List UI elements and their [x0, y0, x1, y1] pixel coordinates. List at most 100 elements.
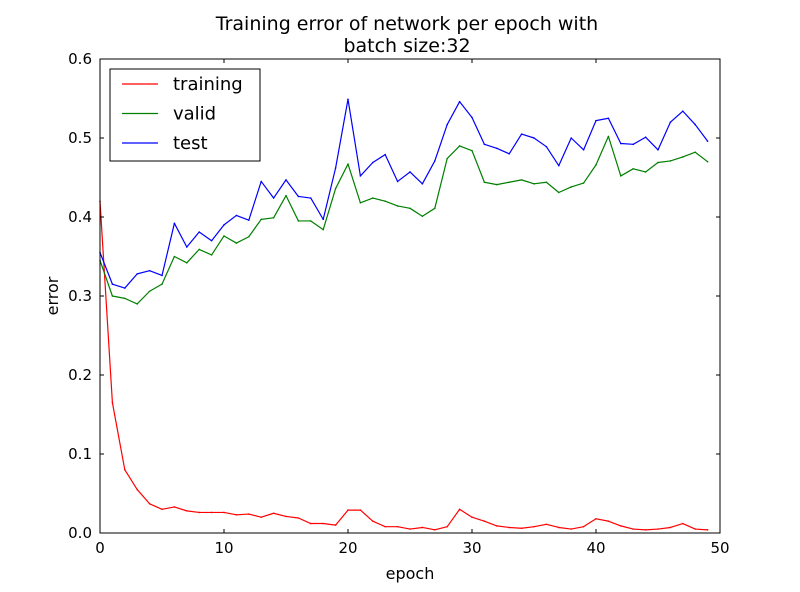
data-point-valid-28	[446, 157, 449, 160]
data-point-test-5	[161, 274, 163, 277]
data-point-training-31	[483, 520, 486, 522]
series-line-valid	[99, 135, 708, 305]
data-point-valid-15	[285, 194, 287, 197]
legend-label-training: training	[173, 74, 243, 95]
series-line-test	[99, 98, 709, 289]
y-axis-label: error	[43, 276, 62, 315]
data-point-test-49	[706, 140, 709, 142]
data-point-training-34	[520, 527, 523, 530]
x-axis-label: epoch	[386, 564, 435, 583]
data-point-training-8	[198, 511, 200, 514]
data-point-valid-20	[347, 163, 349, 165]
data-point-test-25	[409, 171, 411, 173]
data-point-training-27	[434, 529, 436, 531]
x-tick-label: 0	[95, 539, 105, 557]
data-point-valid-39	[582, 182, 585, 184]
data-point-test-20	[347, 98, 349, 101]
data-point-valid-44	[644, 171, 647, 173]
data-point-test-30	[471, 116, 473, 119]
data-point-valid-17	[310, 220, 312, 222]
data-point-valid-21	[359, 201, 362, 204]
data-point-valid-49	[706, 160, 709, 163]
data-point-valid-42	[620, 175, 622, 177]
data-point-training-42	[620, 525, 622, 527]
data-point-test-19	[334, 167, 337, 169]
data-point-valid-38	[570, 186, 572, 188]
data-point-valid-25	[409, 207, 411, 210]
data-point-training-20	[347, 509, 349, 511]
data-point-test-32	[496, 147, 498, 150]
chart-title-line-1: Training error of network per epoch with	[215, 13, 598, 35]
data-point-test-42	[620, 142, 622, 145]
data-point-valid-32	[496, 183, 498, 186]
data-point-training-26	[421, 526, 424, 529]
data-point-valid-26	[421, 215, 424, 218]
data-point-training-23	[384, 525, 387, 528]
data-point-training-35	[533, 525, 535, 528]
data-point-training-2	[124, 469, 126, 471]
x-tick-label: 30	[462, 539, 481, 557]
data-point-valid-16	[297, 220, 300, 222]
data-point-valid-8	[198, 248, 200, 251]
data-point-training-5	[161, 508, 163, 511]
data-point-training-43	[632, 528, 634, 530]
data-point-training-17	[310, 522, 312, 525]
data-point-training-41	[607, 520, 610, 522]
data-point-training-14	[272, 512, 275, 515]
data-point-training-49	[706, 529, 709, 531]
data-point-training-3	[136, 488, 138, 491]
data-point-training-47	[682, 522, 684, 525]
data-point-valid-7	[186, 262, 188, 264]
data-point-test-12	[248, 219, 250, 221]
data-point-test-31	[483, 143, 486, 146]
data-point-test-21	[359, 175, 362, 177]
data-point-training-10	[223, 511, 225, 514]
y-tick-label: 0.0	[68, 524, 92, 542]
data-point-valid-5	[161, 283, 163, 285]
data-point-valid-4	[148, 290, 151, 293]
data-point-test-46	[669, 121, 672, 123]
data-point-training-37	[558, 526, 560, 529]
data-point-training-32	[496, 525, 498, 527]
data-point-test-11	[235, 214, 238, 217]
data-point-valid-48	[694, 151, 696, 154]
data-point-training-40	[595, 517, 597, 520]
data-point-training-1	[111, 401, 114, 404]
data-point-training-33	[508, 526, 511, 529]
data-point-valid-41	[607, 135, 610, 138]
data-point-test-18	[322, 218, 325, 221]
data-point-valid-47	[682, 156, 684, 158]
data-point-test-14	[272, 197, 275, 199]
y-tick-label: 0.2	[68, 366, 92, 384]
data-point-valid-1	[111, 295, 114, 297]
data-point-training-38	[570, 528, 572, 530]
data-point-training-28	[446, 525, 449, 528]
data-point-valid-14	[272, 216, 275, 219]
data-point-test-3	[136, 273, 138, 275]
data-point-valid-12	[248, 235, 250, 238]
y-tick-label: 0.6	[68, 50, 92, 68]
data-point-test-33	[508, 153, 511, 155]
data-point-valid-35	[533, 183, 535, 185]
y-tick-label: 0.4	[68, 208, 92, 226]
data-point-test-7	[186, 246, 188, 248]
data-point-test-38	[570, 137, 572, 139]
data-point-training-45	[657, 528, 659, 530]
data-point-training-39	[582, 525, 585, 528]
data-point-training-48	[694, 528, 696, 530]
data-point-training-46	[669, 526, 672, 529]
data-point-test-2	[124, 287, 126, 289]
data-point-valid-45	[657, 161, 659, 164]
x-tick-label: 40	[586, 539, 605, 557]
data-point-test-26	[421, 183, 424, 185]
legend-label-test: test	[173, 133, 208, 154]
data-point-valid-9	[210, 254, 213, 256]
data-point-test-9	[210, 239, 213, 242]
data-point-training-18	[322, 522, 325, 525]
data-point-test-4	[148, 269, 151, 272]
y-tick-label: 0.1	[68, 445, 92, 463]
data-point-training-12	[248, 513, 250, 515]
data-point-training-6	[173, 506, 176, 508]
data-point-training-4	[148, 502, 151, 505]
data-point-training-19	[334, 524, 337, 526]
